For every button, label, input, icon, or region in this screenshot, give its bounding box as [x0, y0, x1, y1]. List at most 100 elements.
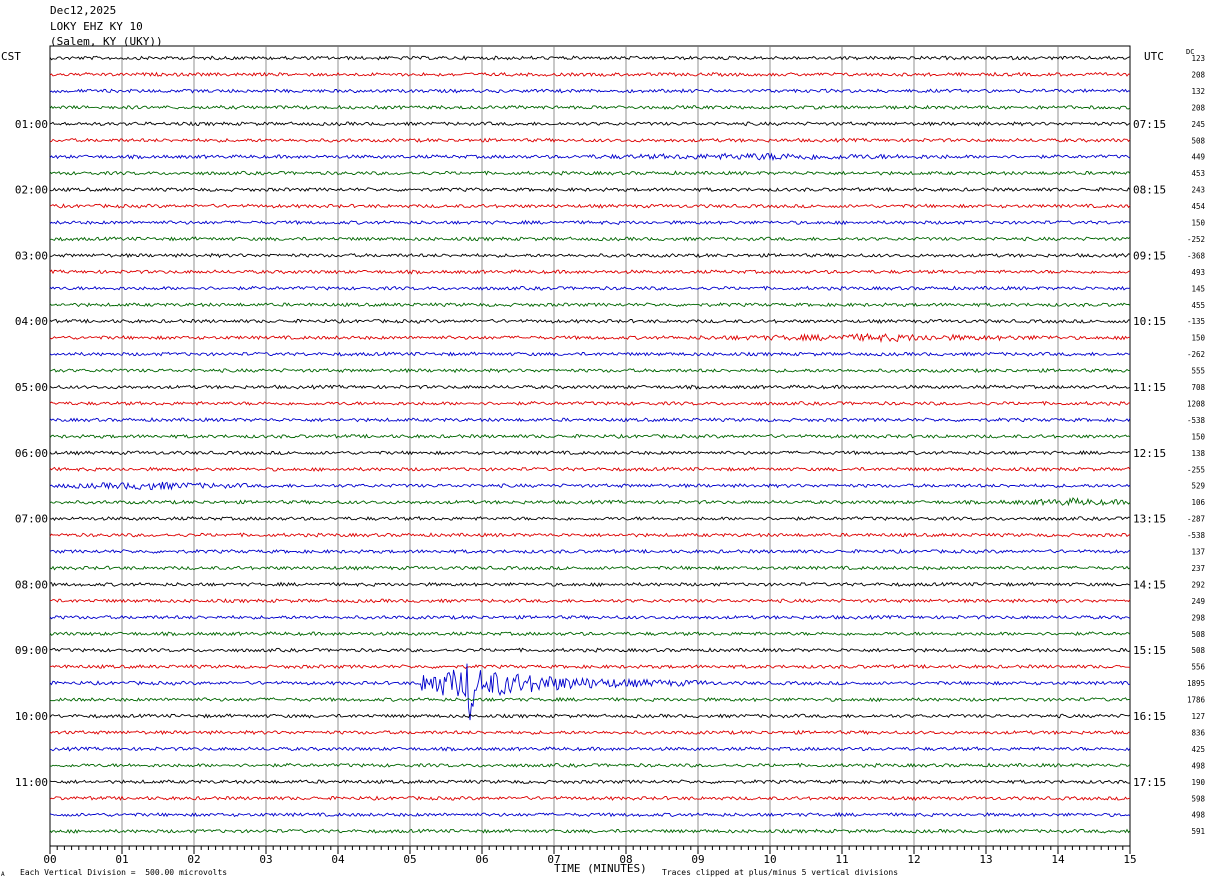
trace-row	[49, 417, 1131, 423]
trace-row	[50, 598, 1131, 604]
trace-row	[49, 384, 1131, 390]
dc-offset-label: 493	[1191, 268, 1205, 277]
trace-row	[49, 729, 1131, 736]
x-tick-label: 01	[115, 853, 128, 866]
dc-offset-label: 132	[1191, 87, 1205, 96]
right-hour-label: 16:15	[1133, 710, 1166, 723]
x-tick-label: 12	[907, 853, 920, 866]
dc-offset-label: 150	[1191, 334, 1205, 343]
dc-offset-label: 555	[1191, 367, 1205, 376]
trace-row	[49, 779, 1131, 785]
dc-offset-label: 455	[1191, 301, 1205, 310]
left-hour-label: 01:00	[15, 118, 48, 131]
dc-offset-label: 508	[1191, 646, 1205, 655]
trace-row	[49, 581, 1131, 588]
dc-offset-label: 292	[1191, 580, 1205, 589]
dc-offset-label: 1208	[1187, 399, 1206, 408]
right-hour-label: 10:15	[1133, 315, 1166, 328]
dc-offset-label: 1895	[1187, 679, 1205, 688]
right-hour-label: 15:15	[1133, 644, 1166, 657]
left-hour-label: 10:00	[15, 710, 48, 723]
right-hour-label: 07:15	[1133, 118, 1166, 131]
x-tick-label: 06	[475, 853, 488, 866]
minute-grid	[49, 45, 1131, 847]
x-axis-ticks	[49, 846, 1131, 854]
left-hour-label: 06:00	[15, 447, 48, 460]
trace-row	[49, 318, 1131, 324]
dc-offset-label: 137	[1191, 548, 1205, 557]
axis-labels: 00 01 02 03 04 05 06 07 08 09 10 11 12 13 14 15 01:00 02:…	[15, 54, 1206, 866]
left-hour-label: 09:00	[15, 644, 48, 657]
left-hour-label: 04:00	[15, 315, 48, 328]
x-tick-label: 15	[1123, 853, 1136, 866]
trace-row	[49, 449, 1131, 456]
dc-offset-label: 1786	[1187, 696, 1206, 705]
right-timezone-label: UTC	[1144, 50, 1164, 63]
trace-row	[49, 795, 1131, 802]
x-tick-label: 00	[43, 853, 56, 866]
plot-frame	[49, 45, 1131, 847]
x-tick-label: 03	[259, 853, 272, 866]
trace-row	[49, 614, 1131, 620]
dc-offset-label: -368	[1187, 251, 1206, 260]
dc-offset-label: 836	[1191, 728, 1205, 737]
trace-row	[49, 302, 1131, 308]
clip-note: Traces clipped at plus/minus 5 vertical …	[662, 868, 899, 877]
trace-row	[49, 647, 1131, 653]
dc-offset-label: 425	[1191, 745, 1205, 754]
trace-row	[49, 186, 1131, 193]
dc-offset-label: 498	[1191, 761, 1205, 770]
dc-offset-label: -287	[1187, 515, 1205, 524]
left-timezone-label: CST	[1, 50, 21, 63]
date-label: Dec12,2025	[50, 4, 117, 17]
location-label: (Salem, KY (UKY))	[50, 35, 163, 48]
dc-offset-label: 123	[1191, 54, 1205, 63]
trace-row	[49, 152, 1131, 162]
left-hour-label: 02:00	[15, 184, 48, 197]
trace-row	[49, 762, 1131, 768]
trace-row	[49, 811, 1131, 818]
dc-offset-label: 454	[1191, 202, 1205, 211]
trace-row	[49, 219, 1131, 226]
trace-row	[49, 631, 1131, 637]
dc-offset-label: 249	[1191, 597, 1205, 606]
dc-offset-label: 245	[1191, 120, 1205, 129]
dc-offset-label: 237	[1191, 564, 1205, 573]
trace-row	[49, 713, 1131, 719]
dc-offset-label: 190	[1191, 778, 1205, 787]
trace-row	[49, 332, 1130, 344]
seismic-traces	[49, 55, 1131, 834]
trace-row	[49, 663, 1131, 721]
dc-offset-label: -538	[1187, 416, 1206, 425]
dc-offset-label: 508	[1191, 630, 1205, 639]
trace-row	[49, 137, 1131, 143]
x-tick-label: 08	[619, 853, 632, 866]
dc-offset-label: 498	[1191, 811, 1205, 820]
x-tick-label: 07	[547, 853, 560, 866]
trace-row	[49, 400, 1131, 406]
trace-row	[49, 466, 1131, 472]
trace-row	[49, 828, 1131, 834]
dc-offset-label: 150	[1191, 219, 1205, 228]
left-hour-label: 05:00	[15, 381, 48, 394]
dc-offset-label: 529	[1191, 482, 1205, 491]
trace-row	[49, 55, 1131, 61]
x-tick-label: 02	[187, 853, 200, 866]
dc-offset-label: -262	[1187, 350, 1205, 359]
dc-offset-label: 243	[1191, 186, 1205, 195]
dc-offset-label: 208	[1191, 103, 1205, 112]
trace-row	[49, 121, 1131, 127]
trace-row	[49, 71, 1131, 77]
left-hour-label: 08:00	[15, 578, 48, 591]
dc-offset-label: 106	[1191, 498, 1205, 507]
trace-row	[49, 203, 1131, 209]
trace-row	[49, 481, 1131, 491]
trace-row	[49, 515, 1131, 522]
left-hour-label: 11:00	[15, 776, 48, 789]
trace-row	[49, 746, 1131, 752]
trace-row	[49, 548, 1131, 555]
dc-offset-label: 150	[1191, 432, 1205, 441]
x-tick-label: 09	[691, 853, 704, 866]
trace-row	[49, 170, 1131, 176]
